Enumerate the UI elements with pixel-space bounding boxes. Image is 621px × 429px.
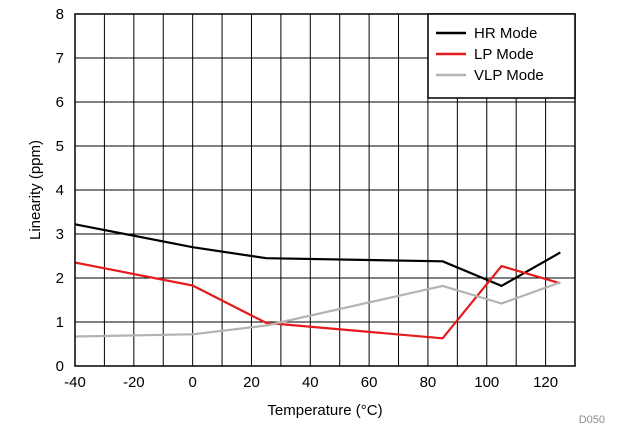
series-line-2: [74, 281, 561, 338]
x-tick-label: 20: [243, 374, 260, 391]
x-tick-labels: -40 -20 0 20 40 60 80 100 120: [64, 374, 558, 391]
legend-label-2: VLP Mode: [474, 67, 544, 84]
y-tick-labels: 0 1 2 3 4 5 6 7 8: [56, 6, 64, 375]
y-axis-label: Linearity (ppm): [27, 140, 44, 240]
x-tick-label: -20: [123, 374, 145, 391]
x-tick-label: 120: [533, 374, 558, 391]
y-tick-label: 7: [56, 50, 64, 67]
legend-label-1: LP Mode: [474, 46, 534, 63]
y-tick-label: 0: [56, 358, 64, 375]
y-tick-label: 5: [56, 138, 64, 155]
y-tick-label: 1: [56, 314, 64, 331]
y-tick-label: 8: [56, 6, 64, 23]
series-line-0: [74, 223, 561, 287]
y-tick-label: 2: [56, 270, 64, 287]
x-tick-label: 80: [420, 374, 437, 391]
series-line-1: [74, 261, 561, 340]
y-tick-label: 3: [56, 226, 64, 243]
legend: HR Mode LP Mode VLP Mode: [427, 13, 576, 99]
legend-entries: HR Mode LP Mode VLP Mode: [436, 25, 544, 84]
legend-label-0: HR Mode: [474, 25, 537, 42]
x-tick-label: 40: [302, 374, 319, 391]
x-tick-label: 100: [474, 374, 499, 391]
x-tick-label: 0: [188, 374, 196, 391]
y-tick-label: 4: [56, 182, 64, 199]
figure-code: D050: [579, 414, 605, 426]
series-lines: [74, 223, 561, 340]
x-axis-label: Temperature (°C): [267, 402, 382, 419]
x-tick-label: -40: [64, 374, 86, 391]
plot-frame: [74, 13, 576, 367]
legend-box: [427, 13, 576, 99]
x-tick-label: 60: [361, 374, 378, 391]
y-tick-label: 6: [56, 94, 64, 111]
